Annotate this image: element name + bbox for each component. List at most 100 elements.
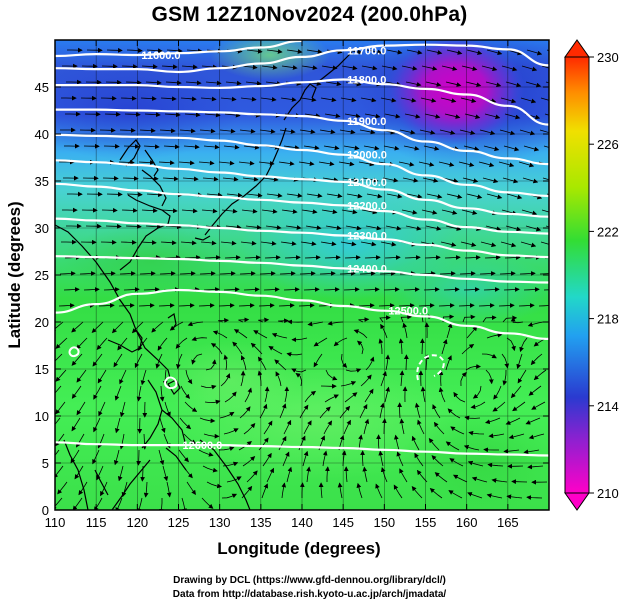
streamline-arrow (376, 434, 381, 451)
streamline-arrow (259, 129, 276, 134)
streamline-arrow (257, 370, 263, 387)
streamline-arrow (104, 111, 121, 117)
streamline-arrow (200, 96, 217, 102)
streamline-arrow (103, 287, 120, 292)
streamline-arrow (401, 209, 418, 215)
streamline-arrow (363, 287, 380, 292)
streamline-arrow (137, 497, 143, 510)
streamline-arrow (218, 303, 235, 308)
streamline-arrow (539, 273, 549, 275)
streamline-arrow (365, 356, 375, 371)
streamline-arrow (145, 80, 162, 86)
streamline-arrow (262, 452, 272, 467)
streamline-arrow (279, 271, 296, 276)
y-tick-label: 45 (35, 80, 49, 95)
streamline-arrow (180, 96, 197, 102)
streamline-arrow (438, 161, 455, 167)
streamline-arrow (341, 209, 358, 215)
x-tick-label: 145 (332, 515, 354, 530)
streamline-arrow (442, 177, 459, 183)
streamline-arrow (138, 303, 155, 308)
streamline-arrow (257, 356, 267, 371)
colorbar-tick-label: 214 (597, 399, 619, 414)
streamline-arrow (225, 224, 242, 230)
streamline-arrow (271, 332, 288, 339)
contour-line (55, 78, 549, 126)
streamline-arrow (417, 419, 425, 435)
streamline-arrow (246, 470, 258, 483)
streamline-arrow (159, 385, 165, 402)
streamline-arrow (470, 401, 486, 410)
streamline-arrow (525, 417, 541, 425)
streamline-arrow (138, 160, 155, 165)
streamline-arrow (191, 336, 208, 342)
streamline-arrow (461, 65, 478, 71)
streamline-arrow (404, 113, 421, 119)
streamline-arrow (223, 354, 229, 371)
streamline-arrow (445, 441, 460, 451)
streamline-arrow (382, 177, 399, 183)
streamline-arrow (508, 433, 525, 440)
streamline-arrow (244, 255, 261, 260)
streamline-arrow (164, 401, 171, 417)
streamline-arrow (218, 446, 235, 451)
streamline-arrow (458, 303, 475, 308)
streamline-arrow (385, 354, 391, 371)
streamline-arrow (200, 384, 217, 390)
streamline-arrow (472, 385, 482, 399)
streamline-arrow (241, 64, 258, 70)
streamline-arrow (102, 175, 119, 181)
streamline-arrow (458, 161, 475, 167)
streamline-arrow (71, 385, 82, 399)
streamline-arrow (55, 433, 65, 447)
streamline-arrow (505, 417, 521, 425)
contour-label: 12300.0 (347, 231, 387, 243)
streamline-arrow (404, 255, 421, 260)
colorbar-tick-label: 218 (597, 312, 619, 327)
streamline-arrow (445, 355, 452, 371)
streamline-arrow (103, 143, 120, 149)
streamline-arrow (364, 113, 381, 119)
streamline-arrow (356, 482, 363, 499)
streamline-arrow (533, 369, 547, 381)
streamline-arrow (286, 193, 303, 198)
streamline-arrow (181, 208, 198, 214)
x-tick-label: 125 (168, 515, 190, 530)
streamline-arrow (71, 353, 83, 366)
contour-label: 11900.0 (347, 116, 386, 128)
streamline-arrow (498, 303, 515, 308)
streamline-arrow (226, 476, 242, 483)
streamline-arrow (503, 145, 520, 152)
streamline-arrow (157, 337, 168, 351)
streamline-arrow (258, 437, 269, 451)
streamline-arrow (246, 48, 263, 54)
streamline-arrow (221, 493, 238, 499)
streamline-arrow (304, 255, 321, 260)
streamline-arrow (300, 97, 317, 103)
streamline-arrow (283, 287, 300, 292)
streamline-arrow (204, 399, 221, 405)
streamline-arrow (279, 403, 287, 419)
streamline-arrow (204, 255, 221, 260)
streamline-arrow (232, 341, 243, 355)
streamline-arrow (380, 467, 388, 483)
streamline-arrow (516, 353, 523, 370)
streamline-arrow (493, 385, 502, 400)
streamline-arrow (468, 430, 485, 436)
streamline-arrow (461, 343, 475, 355)
streamline-arrow (105, 79, 122, 85)
streamline-arrow (544, 113, 549, 116)
streamline-arrow (139, 271, 156, 276)
streamline-arrow (55, 497, 63, 510)
y-tick-label: 10 (35, 409, 49, 424)
streamline-arrow (79, 271, 96, 276)
streamline-arrow (433, 421, 445, 435)
streamline-arrow (219, 128, 236, 134)
streamline-arrow (301, 209, 318, 215)
streamline-arrow (76, 369, 87, 383)
streamline-arrow (280, 97, 297, 102)
streamline-arrow (178, 449, 189, 463)
streamline-arrow (445, 225, 462, 231)
streamline-arrow (72, 497, 83, 510)
streamline-arrow (224, 391, 237, 403)
